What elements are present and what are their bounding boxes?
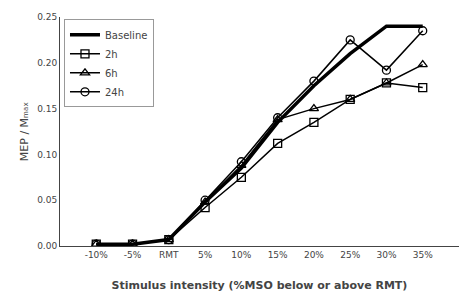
svg-text:Stimulus intensity (%MSO below: Stimulus intensity (%MSO below or above …	[112, 279, 408, 292]
svg-text:MEP / Mₘₐₓ: MEP / Mₘₐₓ	[18, 102, 31, 161]
svg-text:-10%: -10%	[85, 250, 109, 260]
svg-text:RMT: RMT	[159, 250, 179, 260]
svg-text:2h: 2h	[105, 49, 118, 60]
svg-text:25%: 25%	[340, 250, 360, 260]
svg-text:15%: 15%	[268, 250, 288, 260]
svg-text:0.25: 0.25	[37, 12, 57, 22]
svg-text:10%: 10%	[231, 250, 251, 260]
svg-text:0.20: 0.20	[37, 58, 57, 68]
svg-text:35%: 35%	[413, 250, 433, 260]
svg-text:0.00: 0.00	[37, 241, 57, 251]
svg-text:0.15: 0.15	[37, 104, 57, 114]
svg-text:Baseline: Baseline	[105, 30, 147, 41]
svg-text:0.10: 0.10	[37, 150, 57, 160]
svg-text:5%: 5%	[198, 250, 213, 260]
svg-text:-5%: -5%	[124, 250, 142, 260]
svg-text:20%: 20%	[304, 250, 324, 260]
svg-text:24h: 24h	[105, 87, 124, 98]
svg-text:30%: 30%	[376, 250, 396, 260]
svg-text:0.05: 0.05	[37, 195, 57, 205]
svg-text:6h: 6h	[105, 68, 118, 79]
